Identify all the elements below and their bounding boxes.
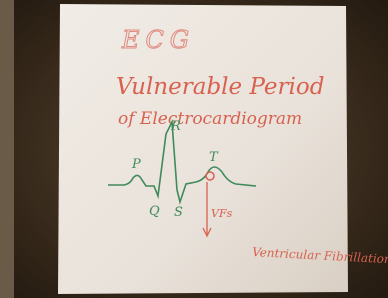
wave-label: T bbox=[209, 150, 219, 165]
wave-label: R bbox=[170, 119, 181, 134]
page: ECG Vulnerable Period of Electrocardiogr… bbox=[0, 0, 388, 298]
wave-label: S bbox=[174, 205, 183, 220]
wave-label: Q bbox=[149, 204, 160, 219]
annotation: VFs bbox=[211, 207, 233, 220]
heading-line: Vulnerable Period bbox=[116, 74, 324, 100]
left-wall bbox=[0, 0, 14, 298]
heading-line: of Electrocardiogram bbox=[118, 109, 302, 129]
title: ECG bbox=[121, 26, 195, 54]
wave-label: P bbox=[131, 157, 141, 172]
photo: ECG Vulnerable Period of Electrocardiogr… bbox=[0, 0, 388, 298]
